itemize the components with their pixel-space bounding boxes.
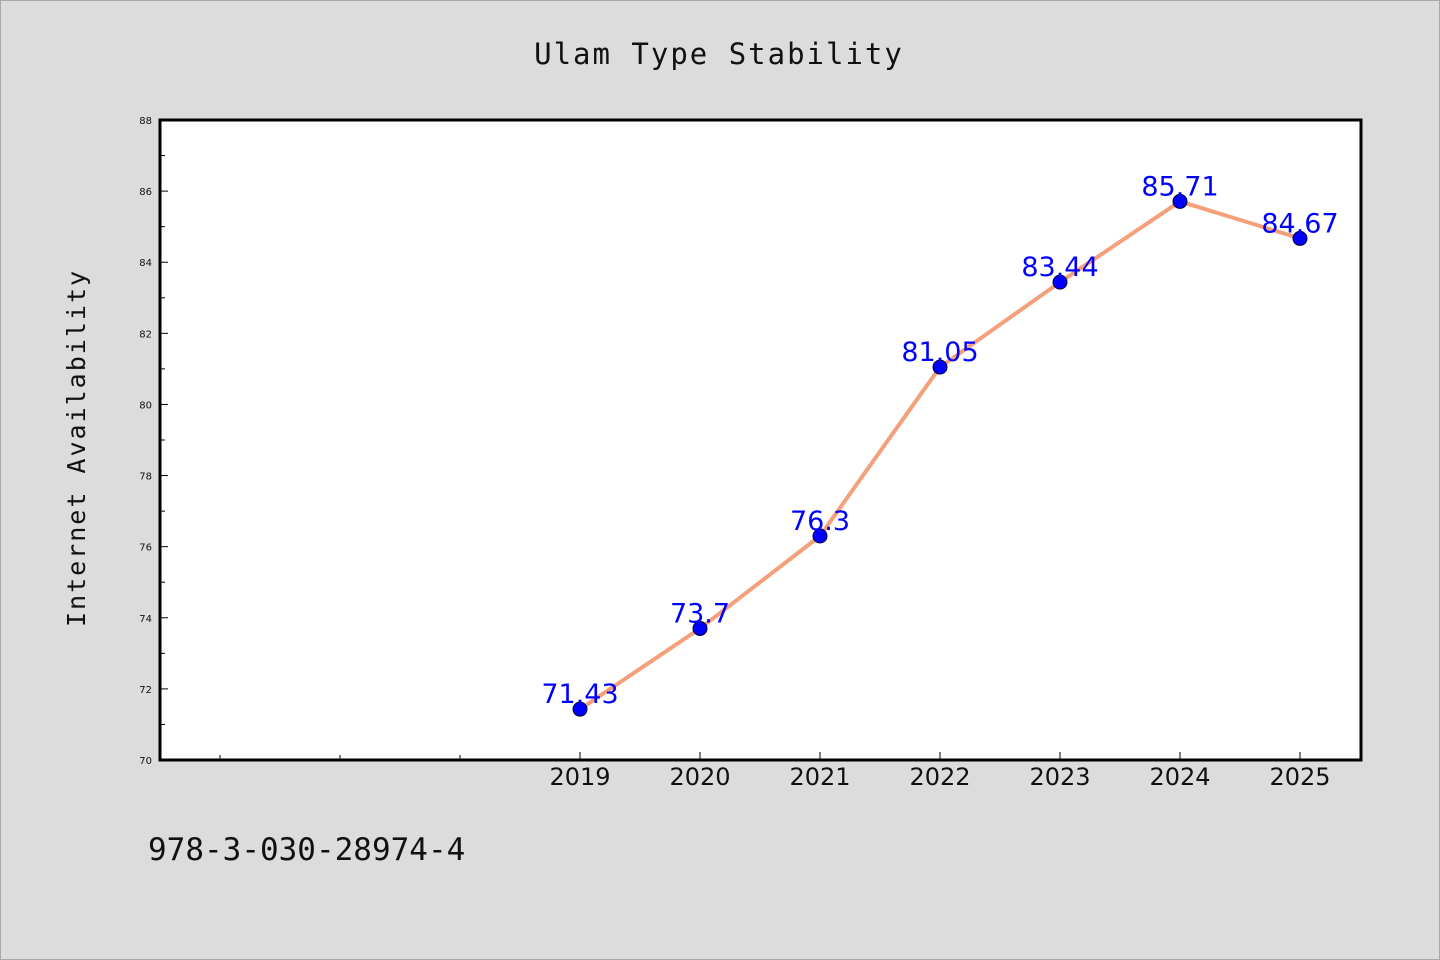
data-point (1172, 193, 1188, 209)
y-tick-label: 74 (139, 614, 152, 625)
x-tick-label: 2021 (789, 763, 850, 791)
y-tick-label: 86 (139, 187, 152, 198)
y-tick-label: 76 (139, 543, 152, 554)
data-point (692, 620, 708, 636)
data-point (572, 701, 588, 717)
data-label: 85.71 (1141, 171, 1218, 202)
y-tick-label: 82 (139, 329, 152, 340)
data-label: 83.44 (1021, 252, 1098, 283)
isbn-text: 978-3-030-28974-4 (148, 832, 466, 868)
data-point (1052, 274, 1068, 290)
y-axis-label: Internet Availability (62, 269, 91, 627)
data-label: 73.7 (670, 598, 730, 629)
x-tick-label: 2023 (1029, 763, 1090, 791)
x-tick-label: 2020 (669, 763, 730, 791)
chart-title: Ulam Type Stability (534, 37, 904, 71)
plot-area (158, 118, 1363, 762)
y-tick-label: 80 (139, 400, 152, 411)
data-label: 81.05 (901, 337, 978, 368)
y-tick-label: 70 (139, 756, 152, 767)
axis-ticks: 70 72 74 76 78 80 82 84 86 88 2019 2020 2021 2022 2023… (139, 116, 1330, 791)
data-labels: 71.43 73.7 76.3 81.05 83.44 85.71 84.67 (541, 171, 1338, 710)
series-layer (572, 193, 1308, 717)
data-label: 76.3 (790, 506, 850, 537)
y-tick-label: 84 (139, 258, 152, 269)
x-tick-label: 2019 (549, 763, 610, 791)
data-point (932, 359, 948, 375)
data-label: 71.43 (541, 679, 618, 710)
x-tick-label: 2025 (1269, 763, 1330, 791)
y-tick-label: 72 (139, 685, 152, 696)
data-label: 84.67 (1261, 208, 1338, 239)
x-tick-label: 2024 (1149, 763, 1210, 791)
y-tick-label: 88 (139, 116, 152, 127)
x-tick-label: 2022 (909, 763, 970, 791)
data-point (1292, 230, 1308, 246)
y-tick-label: 78 (139, 472, 152, 483)
data-point (812, 528, 828, 544)
